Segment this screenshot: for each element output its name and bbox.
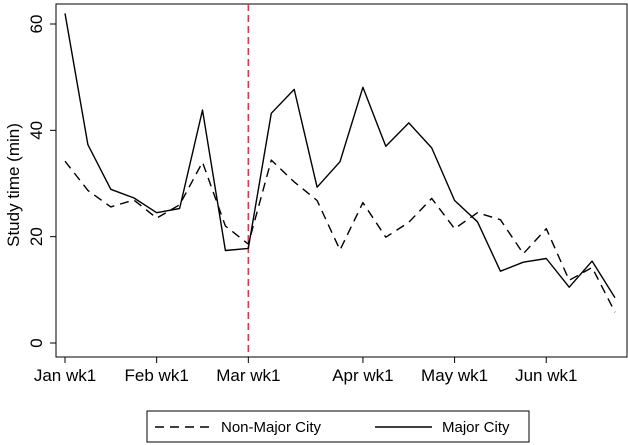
y-axis: 0 20 40 60 <box>27 15 56 348</box>
series-group <box>64 13 616 313</box>
y-tick-label-40: 40 <box>27 121 46 140</box>
legend: Non-Major City Major City <box>146 410 530 443</box>
legend-box <box>146 410 530 443</box>
y-tick-label-60: 60 <box>27 15 46 34</box>
y-axis-title: Study time (min) <box>4 123 23 247</box>
x-tick-label-jun-wk1: Jun wk1 <box>515 366 577 385</box>
x-tick-label-mar-wk1: Mar wk1 <box>216 366 280 385</box>
x-axis: Jan wk1 Feb wk1 Mar wk1 Apr wk1 May wk1 Jun w… <box>34 357 577 385</box>
legend-label-non-major-city: Non-Major City <box>221 419 322 436</box>
x-tick-label-may-wk1: May wk1 <box>421 366 488 385</box>
y-tick-label-20: 20 <box>27 227 46 246</box>
legend-label-major-city: Major City <box>442 419 510 436</box>
plot-area <box>55 3 628 358</box>
x-tick-label-apr-wk1: Apr wk1 <box>332 366 393 385</box>
x-tick-label-feb-wk1: Feb wk1 <box>125 366 189 385</box>
y-tick-label-0: 0 <box>27 338 46 347</box>
x-tick-label-jan-wk1: Jan wk1 <box>34 366 96 385</box>
